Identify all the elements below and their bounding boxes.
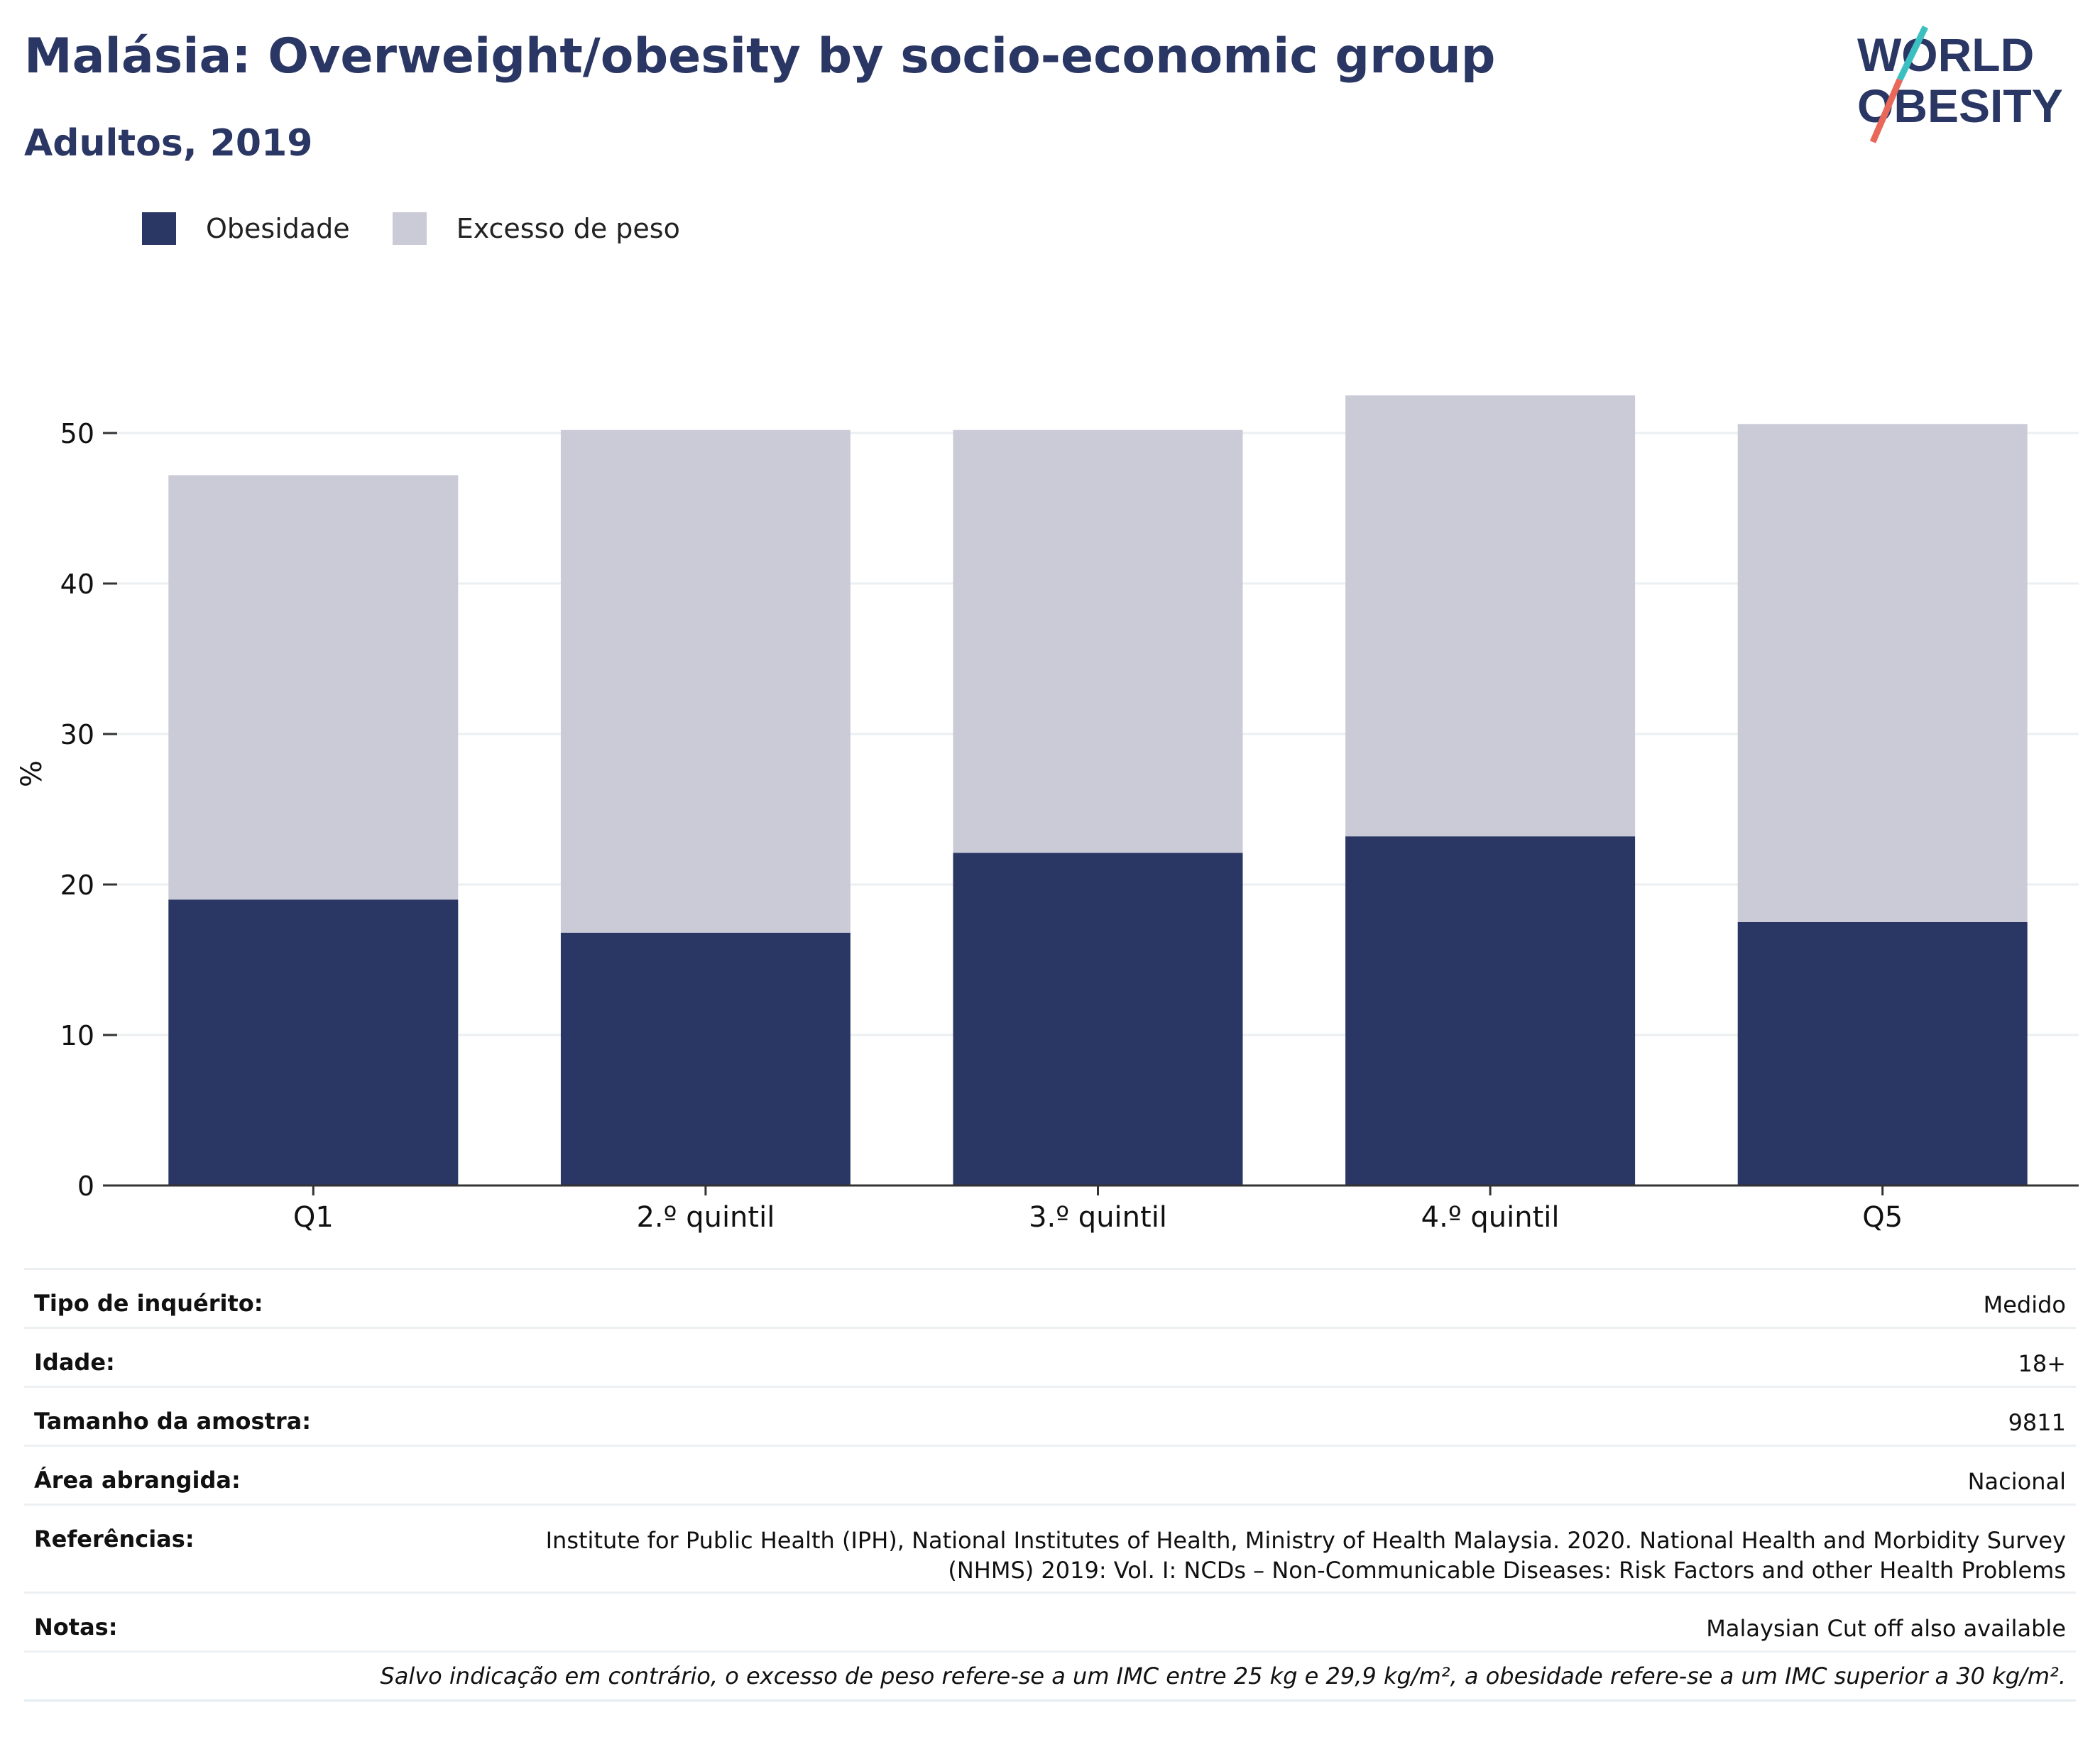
bars — [168, 395, 2028, 1185]
meta-row-references: Referências: Institute for Public Health… — [24, 1504, 2076, 1592]
x-tick-label: 3.º quintil — [1029, 1201, 1167, 1234]
meta-label: Notas: — [34, 1614, 118, 1641]
legend-item-overweight[interactable]: Excesso de peso — [392, 212, 680, 245]
reference-line-2: (NHMS) 2019: Vol. I: NCDs – Non-Communic… — [948, 1557, 2066, 1584]
meta-row-age: Idade: 18+ — [24, 1327, 2076, 1386]
bar-overweight-1[interactable] — [168, 475, 459, 900]
meta-label: Tamanho da amostra: — [34, 1408, 311, 1435]
x-tick-label: 2.º quintil — [636, 1201, 775, 1234]
definition-footnote: Salvo indicação em contrário, o excesso … — [24, 1650, 2076, 1702]
footnote-text: Salvo indicação em contrário, o excesso … — [380, 1663, 2066, 1690]
x-tick-label: Q5 — [1862, 1201, 1903, 1234]
y-tick-label: 40 — [60, 569, 94, 600]
meta-row-area: Área abrangida: Nacional — [24, 1445, 2076, 1504]
meta-label: Idade: — [34, 1349, 115, 1376]
stacked-bar-chart: 0 10 20 30 40 50 Q1 2.º quintil 3.º quintil 4.º … — [16, 395, 2079, 1234]
bar-overweight-2[interactable] — [560, 429, 851, 933]
meta-row-survey-type: Tipo de inquérito: Medido — [24, 1268, 2076, 1327]
bar-obesity-1[interactable] — [168, 899, 459, 1185]
logo-line1: WORLD — [1857, 28, 2034, 81]
meta-value: Medido — [1983, 1291, 2066, 1318]
logo-slash-coral — [1869, 78, 1903, 143]
bar-obesity-4[interactable] — [1345, 836, 1636, 1185]
legend-swatch-overweight — [392, 212, 427, 245]
y-tick-label: 30 — [60, 719, 94, 750]
bar-overweight-3[interactable] — [953, 429, 1243, 853]
meta-label: Referências: — [34, 1526, 195, 1552]
legend-label-overweight: Excesso de peso — [456, 213, 680, 244]
x-axis-ticks: Q1 2.º quintil 3.º quintil 4.º quintil Q5 — [293, 1185, 1903, 1234]
bar-overweight-4[interactable] — [1345, 395, 1636, 837]
meta-value: Institute for Public Health (IPH), Natio… — [546, 1526, 2066, 1592]
bar-obesity-3[interactable] — [953, 853, 1243, 1185]
meta-row-sample-size: Tamanho da amostra: 9811 — [24, 1386, 2076, 1445]
y-tick-label: 50 — [60, 418, 94, 449]
bar-overweight-5[interactable] — [1737, 424, 2028, 922]
meta-value: 9811 — [2008, 1409, 2066, 1436]
legend-swatch-obesity — [142, 212, 176, 245]
meta-label: Tipo de inquérito: — [34, 1290, 263, 1317]
bar-obesity-5[interactable] — [1737, 922, 2028, 1185]
legend-label-obesity: Obesidade — [206, 213, 350, 244]
chart-legend: Obesidade Excesso de peso — [142, 210, 723, 247]
meta-row-notes: Notas: Malaysian Cut off also available — [24, 1592, 2076, 1650]
meta-value: Malaysian Cut off also available — [1706, 1615, 2066, 1642]
meta-label: Área abrangida: — [34, 1467, 241, 1494]
y-tick-label: 0 — [77, 1171, 94, 1202]
legend-item-obesity[interactable]: Obesidade — [142, 212, 350, 245]
world-obesity-logo: WORLD OBESITY — [1857, 26, 2063, 143]
y-axis-label: % — [16, 760, 48, 787]
x-tick-label: Q1 — [293, 1201, 334, 1234]
logo-slash-teal — [1896, 26, 1929, 81]
x-tick-label: 4.º quintil — [1421, 1201, 1560, 1234]
chart-title: Malásia: Overweight/obesity by socio-eco… — [24, 28, 1496, 84]
metadata-table: Tipo de inquérito: Medido Idade: 18+ Tam… — [24, 1268, 2076, 1702]
bar-obesity-2[interactable] — [560, 932, 851, 1185]
chart-subtitle: Adultos, 2019 — [24, 122, 313, 165]
reference-line-1: Institute for Public Health (IPH), Natio… — [545, 1527, 2066, 1554]
y-tick-label: 20 — [60, 870, 94, 901]
meta-value: Nacional — [1967, 1468, 2066, 1495]
y-tick-label: 10 — [60, 1020, 94, 1051]
y-axis-ticks: 0 10 20 30 40 50 — [60, 418, 117, 1202]
meta-value: 18+ — [2018, 1350, 2066, 1377]
